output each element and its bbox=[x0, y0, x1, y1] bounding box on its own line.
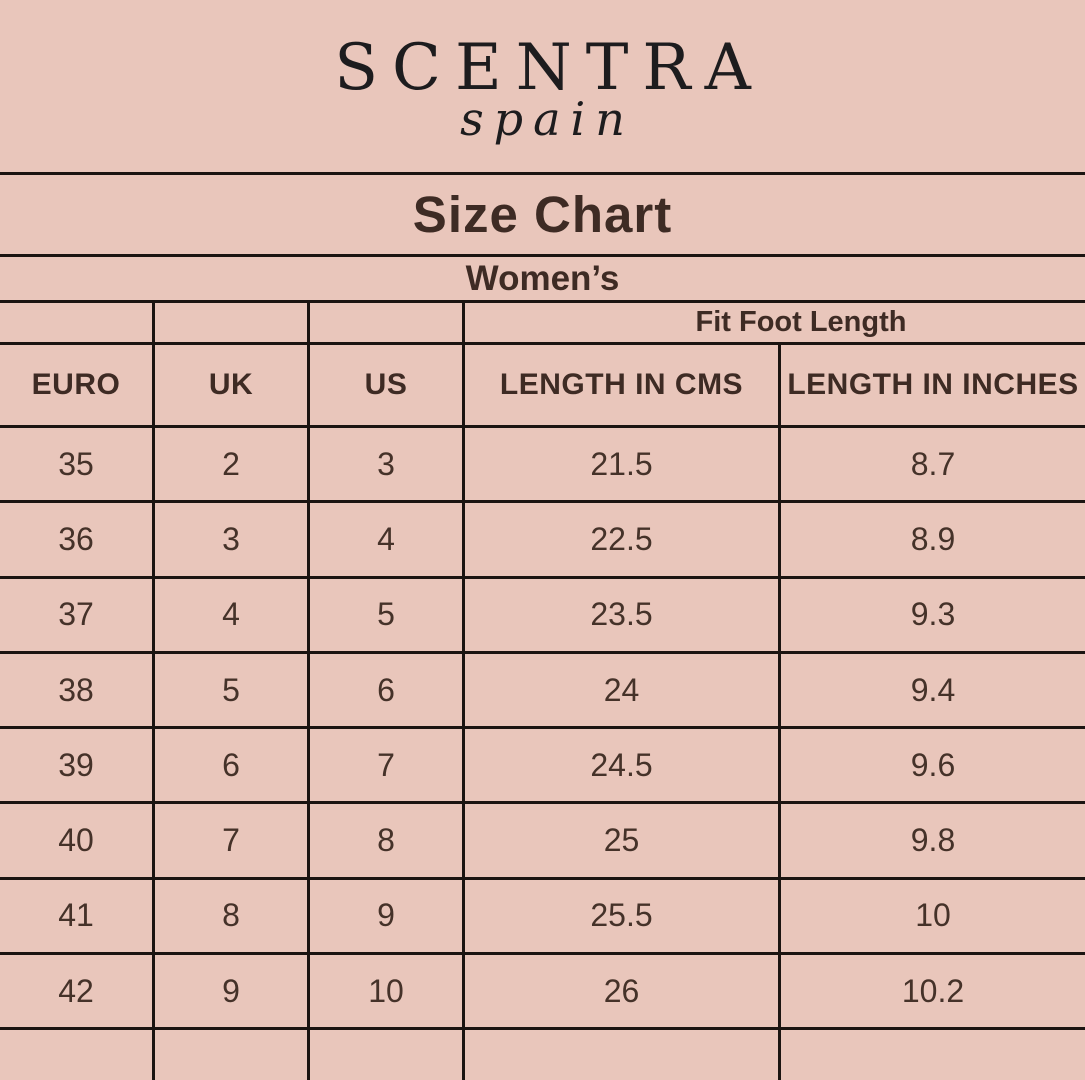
uk-value: 9 bbox=[152, 955, 307, 1028]
uk-value: 8 bbox=[152, 879, 307, 953]
spacer-cell bbox=[307, 1030, 462, 1080]
us-value: 10 bbox=[307, 955, 462, 1028]
table-row: 40 7 8 25 9.8 bbox=[0, 804, 1085, 880]
empty-row bbox=[0, 1030, 1085, 1080]
spacer-cell bbox=[152, 303, 307, 342]
spacer-cell bbox=[778, 1030, 1085, 1080]
size-table: Fit Foot Length EURO UK US LENGTH IN CMS… bbox=[0, 303, 1085, 1080]
uk-value: 3 bbox=[152, 503, 307, 576]
fit-foot-length-header: Fit Foot Length bbox=[462, 303, 1085, 342]
cms-value: 24.5 bbox=[462, 729, 778, 802]
us-value: 7 bbox=[307, 729, 462, 802]
us-value: 5 bbox=[307, 578, 462, 651]
col-header-us: US bbox=[307, 345, 462, 425]
womens-label: Women’s bbox=[465, 258, 620, 298]
inches-value: 9.3 bbox=[778, 578, 1085, 651]
cms-value: 22.5 bbox=[462, 503, 778, 576]
page-title: Size Chart bbox=[412, 186, 673, 243]
inches-value: 8.7 bbox=[778, 428, 1085, 501]
uk-value: 4 bbox=[152, 578, 307, 651]
cms-value: 25.5 bbox=[462, 879, 778, 953]
us-value: 6 bbox=[307, 653, 462, 727]
euro-value: 40 bbox=[58, 822, 94, 859]
title-section: Size Chart bbox=[0, 175, 1085, 257]
us-value: 3 bbox=[307, 428, 462, 501]
euro-value: 35 bbox=[58, 445, 94, 482]
subtitle-section: Women’s bbox=[0, 257, 1085, 303]
spacer-cell bbox=[0, 303, 152, 342]
inches-value: 10 bbox=[778, 879, 1085, 953]
brand-logo-subtext: spain bbox=[460, 92, 635, 146]
cms-value: 23.5 bbox=[462, 578, 778, 651]
us-value: 9 bbox=[307, 879, 462, 953]
table-row: 39 6 7 24.5 9.6 bbox=[0, 729, 1085, 805]
uk-value: 6 bbox=[152, 729, 307, 802]
spacer-cell bbox=[152, 1030, 307, 1080]
col-header-length-cms: LENGTH IN CMS bbox=[462, 345, 778, 425]
table-row: 38 5 6 24 9.4 bbox=[0, 653, 1085, 730]
spacer-cell bbox=[462, 1030, 778, 1080]
euro-value: 39 bbox=[58, 746, 94, 783]
column-header-row: EURO UK US LENGTH IN CMS LENGTH IN INCHE… bbox=[0, 345, 1085, 428]
spacer-cell bbox=[307, 303, 462, 342]
inches-value: 9.4 bbox=[778, 653, 1085, 727]
inches-value: 10.2 bbox=[778, 955, 1085, 1028]
euro-value: 37 bbox=[58, 596, 94, 633]
euro-value: 41 bbox=[58, 897, 94, 934]
table-row: 41 8 9 25.5 10 bbox=[0, 879, 1085, 956]
col-header-uk: UK bbox=[152, 345, 307, 425]
uk-value: 5 bbox=[152, 653, 307, 727]
spacer-cell bbox=[0, 1030, 152, 1080]
fit-foot-length-row: Fit Foot Length bbox=[0, 303, 1085, 345]
table-row: 36 3 4 22.5 8.9 bbox=[0, 503, 1085, 579]
table-row: 42 9 10 26 10.2 bbox=[0, 955, 1085, 1031]
table-row: 35 2 3 21.5 8.7 bbox=[0, 428, 1085, 504]
inches-value: 9.8 bbox=[778, 804, 1085, 877]
cms-value: 24 bbox=[462, 653, 778, 727]
us-value: 4 bbox=[307, 503, 462, 576]
table-row: 37 4 5 23.5 9.3 bbox=[0, 578, 1085, 654]
cms-value: 25 bbox=[462, 804, 778, 877]
cms-value: 26 bbox=[462, 955, 778, 1028]
inches-value: 8.9 bbox=[778, 503, 1085, 576]
cms-value: 21.5 bbox=[462, 428, 778, 501]
logo-section: SCENTRA spain bbox=[0, 0, 1085, 175]
inches-value: 9.6 bbox=[778, 729, 1085, 802]
col-header-euro: EURO bbox=[31, 368, 121, 401]
us-value: 8 bbox=[307, 804, 462, 877]
brand-logo: SCENTRA bbox=[334, 31, 765, 105]
euro-value: 38 bbox=[58, 671, 94, 708]
uk-value: 2 bbox=[152, 428, 307, 501]
euro-value: 42 bbox=[58, 972, 94, 1009]
euro-value: 36 bbox=[58, 520, 94, 557]
col-header-length-inches: LENGTH IN INCHES bbox=[778, 345, 1085, 425]
uk-value: 7 bbox=[152, 804, 307, 877]
